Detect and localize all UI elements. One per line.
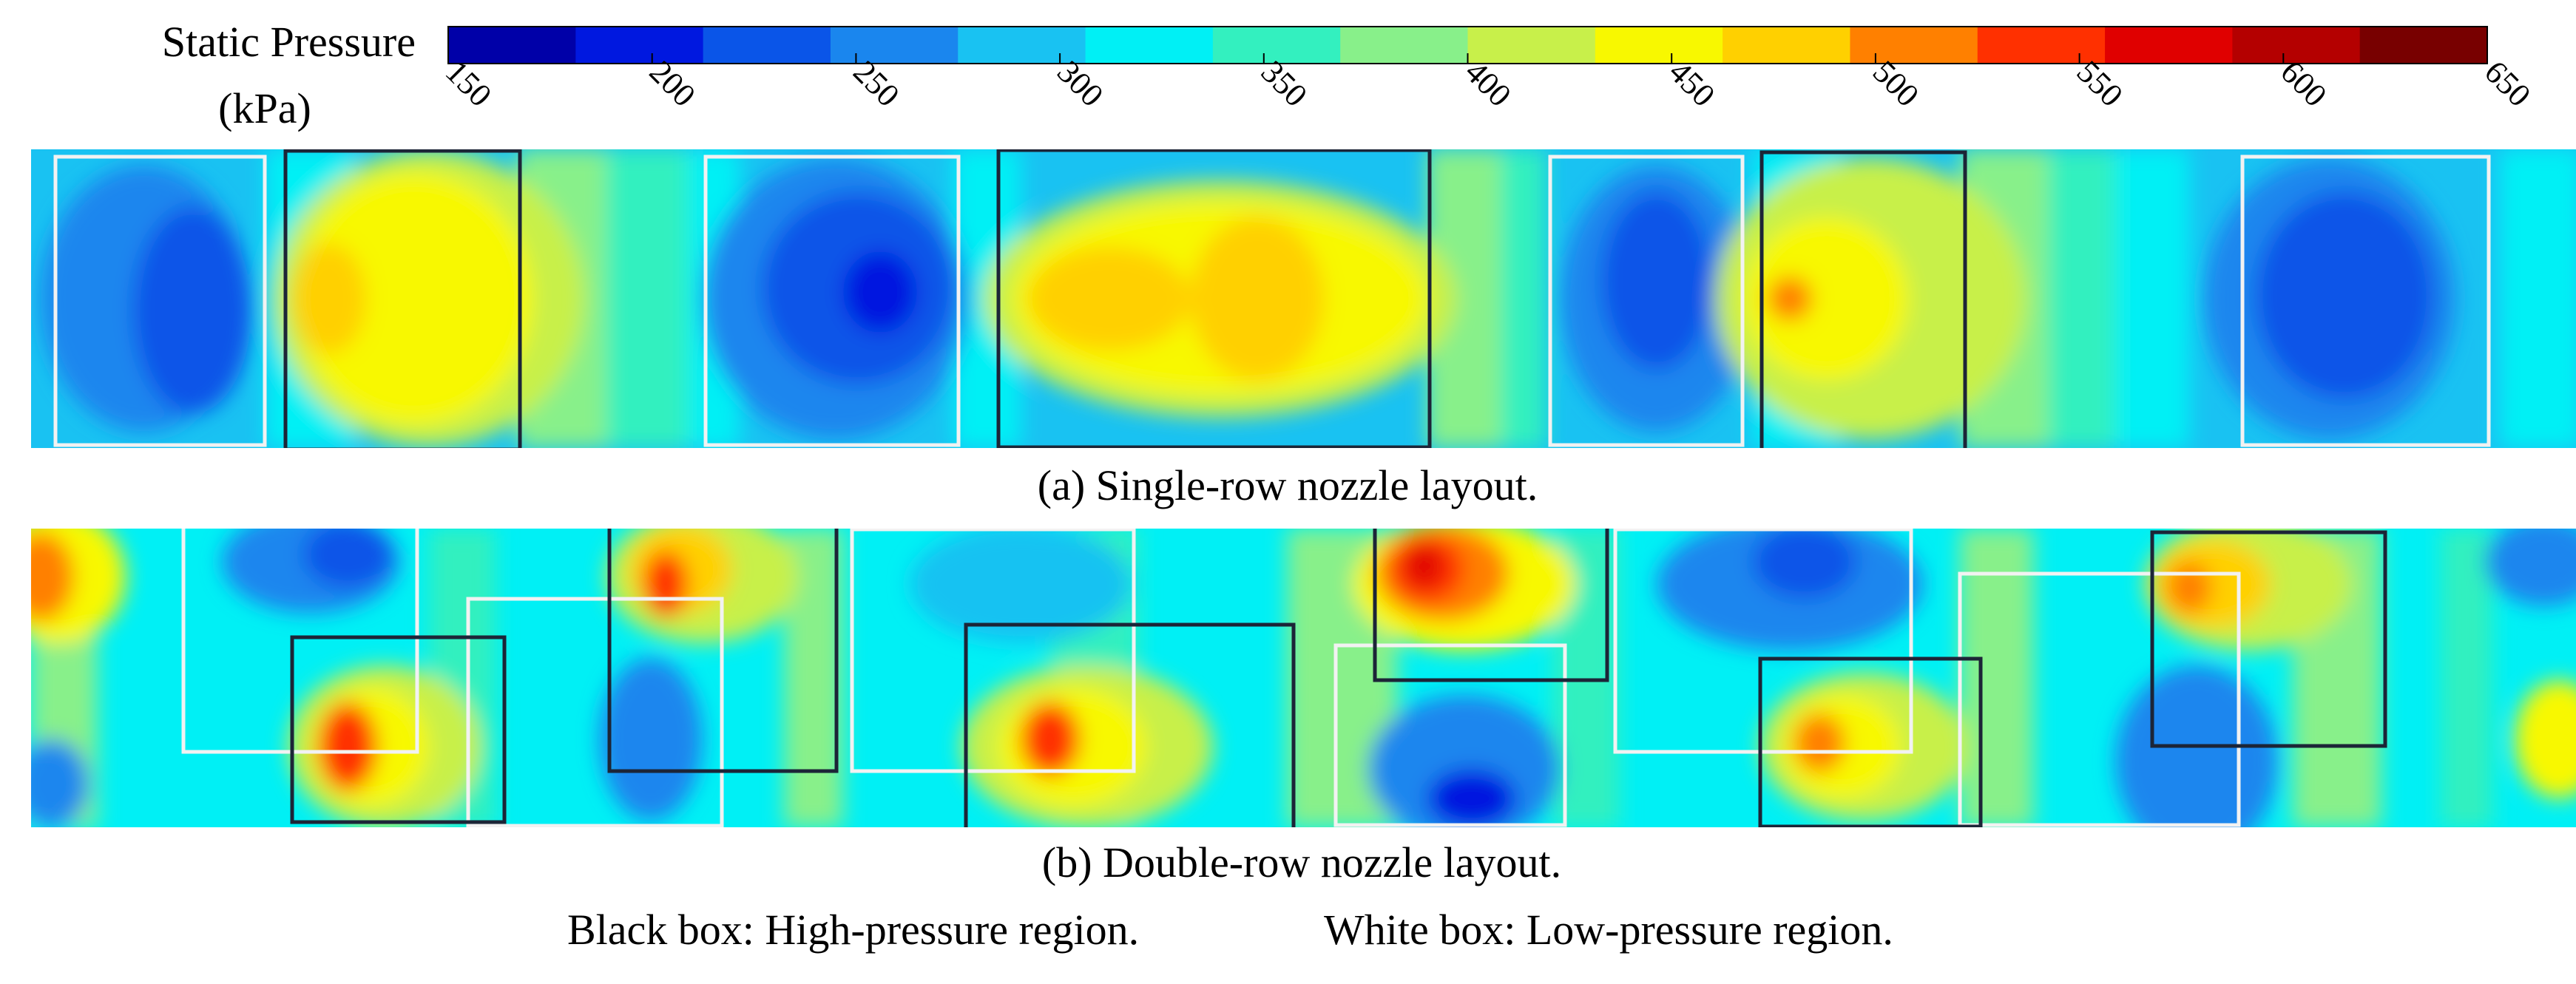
- low-pressure-box: [2240, 155, 2491, 447]
- high-pressure-box: [2150, 530, 2387, 748]
- high-pressure-box: [1758, 656, 1983, 827]
- colorbar-segment: [830, 27, 959, 64]
- colorbar-segment: [1340, 27, 1468, 64]
- colorbar-unit: (kPa): [218, 84, 311, 132]
- colorbar-segment: [1467, 27, 1596, 64]
- high-pressure-box: [283, 149, 522, 448]
- colorbar-segments: [448, 27, 2488, 64]
- low-pressure-box: [703, 155, 961, 447]
- low-pressure-box: [1333, 643, 1567, 827]
- low-pressure-box: [850, 529, 1136, 773]
- colorbar-segment: [2359, 27, 2488, 64]
- colorbar-segment: [1085, 27, 1214, 64]
- high-pressure-box: [996, 149, 1432, 448]
- high-pressure-box: [1373, 529, 1609, 682]
- panel-b-contours: [31, 529, 2576, 827]
- colorbar-segment: [703, 27, 831, 64]
- panel-a-high-pressure-boxes: [283, 149, 1967, 448]
- colorbar-segment: [958, 27, 1086, 64]
- panel-b: [31, 529, 2576, 827]
- panel-a-contours: [41, 149, 2576, 448]
- colorbar-title: Static Pressure: [162, 18, 416, 66]
- high-pressure-box: [290, 635, 507, 824]
- caption-panel-a: (a) Single-row nozzle layout.: [1037, 461, 1538, 509]
- colorbar-segment: [2232, 27, 2361, 64]
- caption-panel-b: (b) Double-row nozzle layout.: [1041, 838, 1562, 886]
- colorbar-segment: [2105, 27, 2233, 64]
- panel-b-low-pressure-boxes: [181, 529, 2241, 827]
- high-pressure-box: [964, 622, 1296, 827]
- low-pressure-box: [1613, 529, 1913, 754]
- colorbar-segment: [1850, 27, 1978, 64]
- colorbar-segment: [575, 27, 704, 64]
- low-pressure-box: [53, 155, 267, 447]
- colorbar-segment: [1595, 27, 1723, 64]
- low-pressure-box: [1548, 155, 1745, 447]
- panel-a: [31, 149, 2576, 448]
- colorbar-segment: [448, 27, 576, 64]
- panel-a-low-pressure-boxes: [53, 155, 2491, 447]
- panel-b-high-pressure-boxes: [290, 529, 2387, 827]
- high-pressure-box: [607, 529, 839, 773]
- low-pressure-box: [466, 597, 724, 827]
- colorbar-segment: [1723, 27, 1850, 64]
- low-pressure-box: [1958, 571, 2241, 827]
- high-pressure-box: [1759, 150, 1967, 448]
- colorbar: Static Pressure (kPa) 150 200 250 300 350 400…: [162, 18, 2538, 132]
- legend-white-box: White box: Low-pressure region.: [1324, 906, 1893, 954]
- legend-black-box: Black box: High-pressure region.: [567, 906, 1140, 954]
- colorbar-segment: [1212, 27, 1341, 64]
- colorbar-segment: [1977, 27, 2106, 64]
